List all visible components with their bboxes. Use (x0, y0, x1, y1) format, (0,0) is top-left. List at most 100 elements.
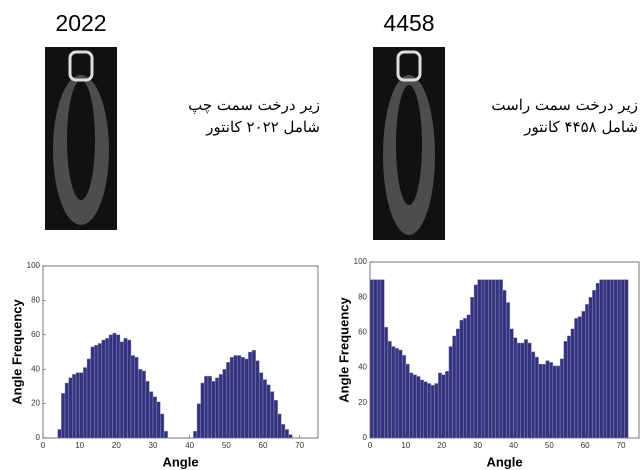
y-tick-label: 100 (354, 257, 368, 266)
bar (123, 338, 128, 439)
y-tick-label: 80 (358, 292, 367, 301)
panel-title: 2022 (55, 10, 107, 36)
bar (427, 383, 432, 439)
bar (559, 358, 564, 439)
y-axis-label: Angle Frequency (336, 296, 351, 402)
bar (509, 328, 514, 439)
x-tick-label: 50 (222, 441, 231, 450)
bar (545, 360, 550, 439)
bar (83, 367, 88, 439)
x-tick-label: 10 (75, 441, 84, 450)
x-tick-label: 30 (473, 441, 482, 450)
bar (552, 365, 557, 439)
x-axis-label: Angle (162, 454, 198, 469)
x-tick-label: 60 (581, 441, 590, 450)
bar (222, 369, 227, 439)
bar (112, 332, 117, 439)
bar (233, 355, 238, 439)
bar (448, 346, 453, 439)
bar (380, 279, 385, 439)
bar (405, 363, 410, 439)
bar (613, 279, 618, 439)
bar (459, 319, 464, 439)
bar (281, 424, 286, 439)
bar (541, 363, 546, 439)
bar (101, 339, 106, 439)
bar (284, 429, 289, 439)
bar (244, 358, 249, 439)
bar (516, 342, 521, 439)
bar (480, 279, 485, 439)
bar (105, 338, 110, 439)
bar (134, 356, 139, 439)
bar (567, 335, 572, 439)
bar (495, 279, 500, 439)
y-tick-label: 20 (31, 399, 40, 408)
bar (484, 279, 489, 439)
caption: زیر درخت سمت چپ شامل ۲۰۲۲ کانتور (120, 94, 320, 138)
bar (477, 279, 482, 439)
bar (409, 372, 414, 439)
bar (68, 377, 73, 439)
bar (416, 376, 421, 439)
bar (127, 339, 132, 439)
bar (149, 391, 154, 439)
x-tick-label: 10 (401, 441, 410, 450)
x-axis-label: Angle (486, 454, 522, 469)
bar (434, 383, 439, 439)
y-tick-label: 100 (27, 261, 41, 270)
caption-line: شامل ۴۴۵۸ کانتور (524, 118, 638, 136)
bar (152, 396, 157, 439)
bar (610, 279, 615, 439)
bar (527, 342, 532, 439)
bar (531, 351, 536, 439)
bar (193, 430, 198, 439)
y-tick-label: 0 (36, 433, 41, 442)
bar (288, 434, 293, 439)
x-tick-label: 0 (368, 441, 373, 450)
bar (588, 297, 593, 439)
bar (592, 289, 597, 439)
bar (200, 382, 205, 439)
bar (534, 356, 539, 439)
y-tick-label: 60 (31, 330, 40, 339)
bar (86, 358, 91, 439)
bar (218, 374, 223, 439)
bar (441, 374, 446, 439)
bar (520, 342, 525, 439)
x-tick-label: 60 (259, 441, 268, 450)
bar (64, 382, 69, 439)
bar (402, 355, 407, 439)
bar (488, 279, 493, 439)
x-tick-label: 70 (295, 441, 304, 450)
bar (412, 374, 417, 439)
bar (262, 379, 267, 439)
bar (430, 385, 435, 439)
bar (445, 370, 450, 439)
bar (108, 334, 113, 439)
bar (391, 346, 396, 439)
x-tick-label: 30 (149, 441, 158, 450)
y-tick-label: 20 (358, 398, 367, 407)
bar (570, 328, 575, 439)
bar (506, 302, 511, 439)
bar (595, 282, 600, 439)
bar (620, 279, 625, 439)
bar (94, 344, 99, 439)
panel-title: 4458 (383, 10, 435, 36)
bar (420, 379, 425, 439)
bar (255, 360, 260, 439)
bar (373, 279, 378, 439)
bar (75, 372, 80, 439)
bar (524, 339, 529, 439)
x-tick-label: 20 (437, 441, 446, 450)
x-tick-label: 70 (617, 441, 626, 450)
bar (240, 356, 245, 439)
bar (160, 413, 165, 439)
bar (273, 399, 278, 439)
caption-line: زیر درخت سمت راست (491, 96, 638, 114)
bar (423, 381, 428, 439)
bar (502, 289, 507, 439)
bar (606, 279, 611, 439)
